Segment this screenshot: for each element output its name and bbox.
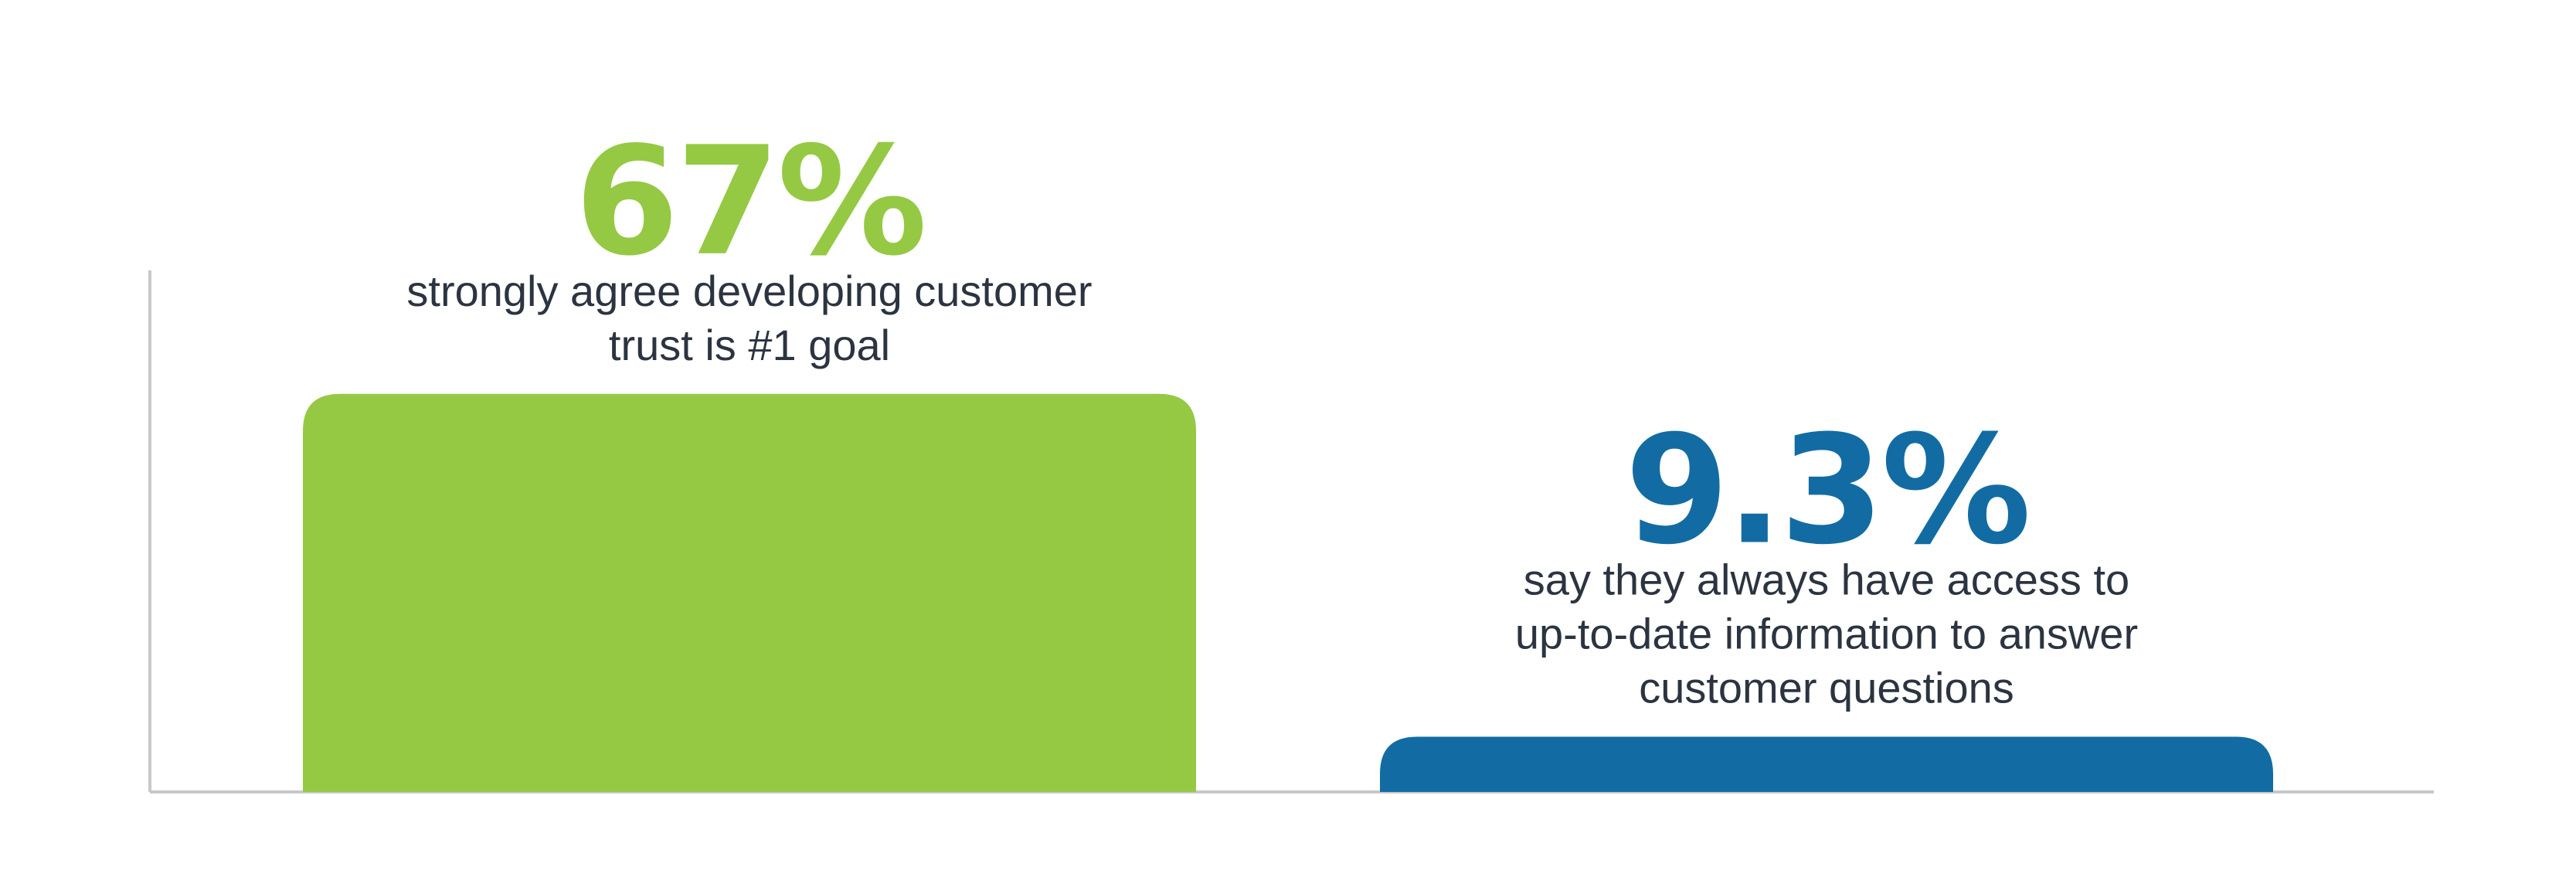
value-label-2: 9.3% <box>1625 403 2028 577</box>
bar-2 <box>1380 736 2273 792</box>
description-line-1-1: strongly agree developing customer <box>406 267 1092 315</box>
description-line-2-2: up-to-date information to answer <box>1515 609 2138 658</box>
value-label-1: 67% <box>575 114 924 289</box>
description-line-2-1: say they always have access to <box>1524 555 2129 603</box>
labels-layer: strongly agree developing customer trust … <box>406 114 2138 712</box>
bar-1 <box>303 393 1196 792</box>
description-line-1-2: trust is #1 goal <box>609 321 890 369</box>
bars-layer <box>303 393 2273 792</box>
description-line-2-3: customer questions <box>1639 663 2014 712</box>
